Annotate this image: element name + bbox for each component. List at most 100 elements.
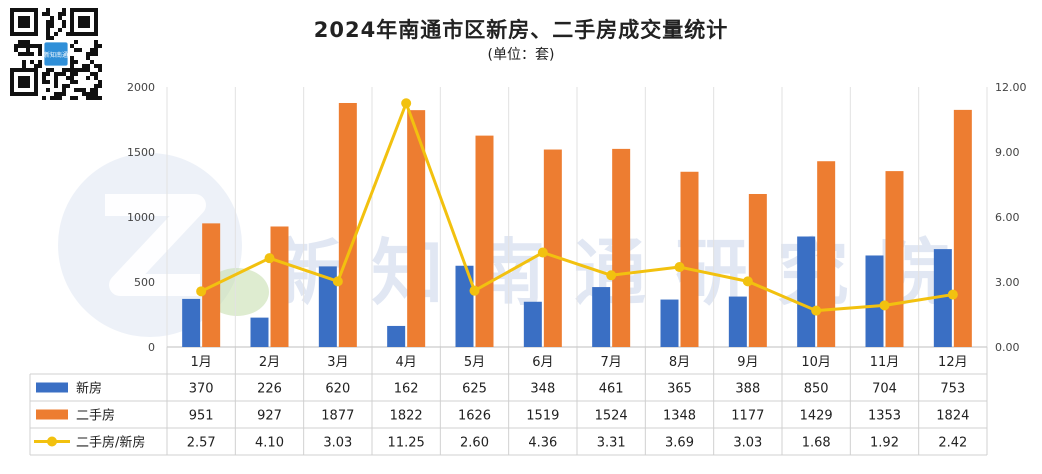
legend-row-0: 新房 [36,381,102,397]
qr-module [46,68,50,72]
x-tick-label: 2月 [259,355,280,370]
qr-module [94,84,98,88]
table-cell: 3.03 [323,436,352,451]
ratio-point [537,247,548,258]
x-tick-label: 11月 [870,355,900,370]
qr-module [18,52,22,56]
qr-module [50,36,54,40]
qr-module [14,48,18,52]
qr-module [66,32,70,36]
bar-new [182,298,201,347]
table-cell: 1824 [936,409,969,424]
qr-module [78,88,82,92]
qr-module [30,60,34,64]
qr-module [46,20,50,24]
bar-second [270,226,289,347]
table-cell: 3.69 [665,436,694,451]
x-tick-label: 1月 [191,355,212,370]
table-cell: 1877 [321,409,354,424]
qr-module [78,48,82,52]
table-cell: 1348 [663,409,696,424]
qr-module [74,72,78,76]
y-left-tick-label: 1000 [127,211,155,224]
legend-row-1: 二手房 [36,408,115,424]
qr-module [26,44,30,48]
qr-module [26,40,30,44]
qr-module [82,64,86,68]
table-cell: 1822 [390,409,423,424]
qr-module [62,92,66,96]
table-cell: 1519 [526,409,559,424]
x-tick-label: 12月 [938,355,968,370]
qr-module [22,60,26,64]
qr-module [90,52,94,56]
table-cell: 1524 [595,409,628,424]
table-cell: 1177 [731,409,764,424]
qr-module [62,20,66,24]
legend-swatch-marker [47,436,57,447]
qr-module [86,56,90,60]
qr-center-logo-icon [44,42,68,66]
qr-module [94,40,98,44]
qr-module [98,68,102,72]
qr-module [74,40,78,44]
qr-module [94,72,98,76]
watermark-logo-z-icon [105,194,206,296]
table-cell: 226 [257,382,282,397]
qr-module [70,80,74,84]
qr-module [74,80,78,84]
legend-label: 新房 [76,381,102,397]
qr-module [82,92,86,96]
qr-module [66,84,70,88]
ratio-point [469,285,480,296]
qr-code-icon: 新知南通 [10,8,102,100]
table-cell: 1.68 [802,436,831,451]
qr-module [46,12,50,16]
qr-module [90,72,94,76]
chart-subtitle: (单位：套) [487,47,555,63]
qr-module [62,72,66,76]
y-right-tick-label: 3.00 [995,276,1020,289]
qr-module [94,96,98,100]
bar-second [817,161,836,347]
qr-module [46,28,50,32]
qr-module [62,8,66,12]
qr-module [74,60,78,64]
qr-module [58,28,62,32]
qr-module [46,32,50,36]
qr-module [70,64,74,68]
x-tick-label: 10月 [801,355,831,370]
bar-second [748,193,767,347]
y-left-tick-label: 1500 [127,146,155,159]
qr-module [46,80,50,84]
table-cell: 1429 [800,409,833,424]
qr-module [50,96,54,100]
ratio-point [811,305,822,316]
qr-module [54,84,58,88]
qr-module [74,48,78,52]
table-cell: 1353 [868,409,901,424]
bar-new [933,249,952,347]
qr-module [62,24,66,28]
qr-module [50,20,54,24]
table-cell: 4.10 [255,436,284,451]
qr-module [46,24,50,28]
qr-module [94,48,98,52]
table-cell: 162 [394,382,419,397]
qr-module [62,84,66,88]
table-cell: 11.25 [388,436,425,451]
qr-module [94,64,98,68]
qr-module [62,68,66,72]
qr-module [38,44,42,48]
qr-module [42,96,46,100]
qr-module [94,52,98,56]
qr-module [38,52,42,56]
qr-module [70,68,74,72]
qr-module [22,64,26,68]
qr-module [58,96,62,100]
table-cell: 348 [530,382,555,397]
x-tick-label: 4月 [396,355,417,370]
qr-module [46,72,50,76]
qr-module [78,68,82,72]
